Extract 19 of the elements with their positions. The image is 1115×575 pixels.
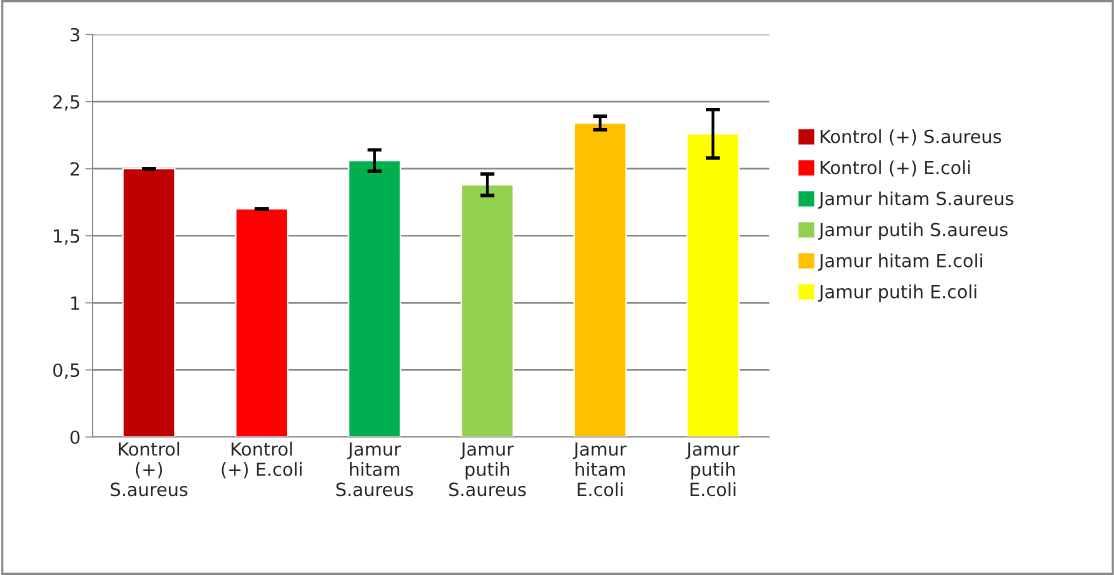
y-tick-label: 0,5 xyxy=(53,363,80,379)
x-tick-label: Jamur putih E.coli xyxy=(685,442,740,497)
legend-label: Jamur putih E.coli xyxy=(818,284,977,302)
legend-label: Jamur putih S.aureus xyxy=(818,222,1008,240)
x-tick-label: Jamur putih S.aureus xyxy=(449,442,526,497)
y-tick-label: 2,5 xyxy=(53,95,80,111)
x-tick-label: Kontrol (+) S.aureus xyxy=(110,441,188,497)
legend-label: Kontrol (+) S.aureus xyxy=(820,129,1002,146)
x-tick-label: Jamur hitam S.aureus xyxy=(336,442,414,497)
legend-label: Jamur hitam S.aureus xyxy=(818,191,1014,209)
legend-label: Kontrol (+) E.coli xyxy=(820,160,970,177)
x-tick-label: Kontrol (+) E.coli xyxy=(221,441,302,479)
y-tick-label: 1 xyxy=(71,296,80,310)
y-tick-label: 3 xyxy=(70,27,80,42)
x-tick-label: Jamur hitam E.coli xyxy=(572,442,627,497)
y-tick-label: 0 xyxy=(70,430,80,445)
y-tick-label: 1,5 xyxy=(54,229,80,245)
y-tick-label: 2 xyxy=(70,162,79,176)
legend-label: Jamur hitam E.coli xyxy=(818,253,982,271)
